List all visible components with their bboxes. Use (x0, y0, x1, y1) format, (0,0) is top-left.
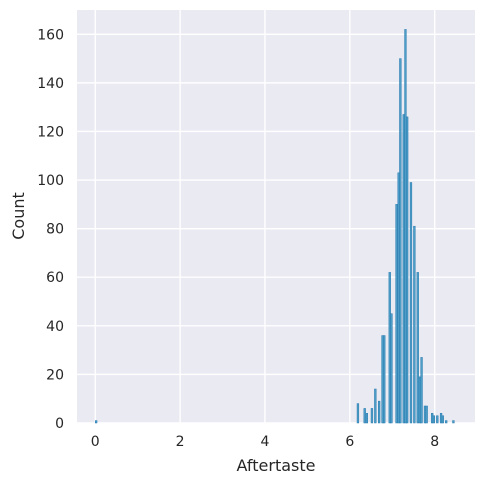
x-tick-label: 0 (91, 434, 100, 450)
histogram-bar (365, 413, 368, 424)
y-tick-label: 120 (37, 124, 64, 140)
histogram-bar (356, 403, 360, 424)
histogram-bars (94, 29, 455, 424)
histogram-bar (425, 405, 428, 424)
plot-background (77, 10, 475, 423)
x-axis-label: Aftertaste (237, 456, 316, 475)
y-axis-label: Count (9, 192, 28, 240)
histogram-bar (94, 420, 98, 424)
grid-lines (77, 10, 475, 424)
histogram-bar (413, 225, 416, 424)
histogram-bar (420, 357, 423, 424)
y-tick-label: 140 (37, 76, 64, 92)
x-tick-label: 2 (176, 434, 185, 450)
y-axis-ticks: 0 20 40 60 80 100 120 140 160 (37, 27, 64, 432)
histogram-bar (399, 58, 402, 424)
x-tick-label: 8 (430, 434, 439, 450)
y-tick-label: 40 (46, 319, 64, 335)
histogram-bar (452, 420, 455, 424)
histogram-bar (406, 116, 409, 424)
x-axis-ticks: 0 2 4 6 8 (91, 434, 439, 450)
histogram-bar (436, 415, 439, 424)
histogram-bar (363, 408, 366, 424)
histogram-bar (445, 420, 448, 424)
histogram-bar (441, 415, 444, 424)
histogram-bar (370, 408, 374, 424)
y-tick-label: 80 (46, 222, 64, 238)
x-tick-label: 6 (345, 434, 354, 450)
y-tick-label: 0 (55, 416, 64, 432)
y-tick-label: 20 (46, 367, 64, 383)
histogram-bar (383, 335, 386, 424)
x-tick-label: 4 (261, 434, 270, 450)
histogram-bar (409, 182, 413, 424)
histogram-bar (374, 388, 377, 424)
histogram-bar (378, 400, 381, 424)
histogram-bar (416, 272, 419, 424)
y-tick-label: 60 (46, 270, 64, 286)
y-tick-label: 100 (37, 173, 64, 189)
histogram-bar (390, 313, 393, 424)
histogram-bar (432, 415, 436, 424)
y-tick-label: 160 (37, 27, 64, 43)
histogram-bar (395, 204, 398, 424)
